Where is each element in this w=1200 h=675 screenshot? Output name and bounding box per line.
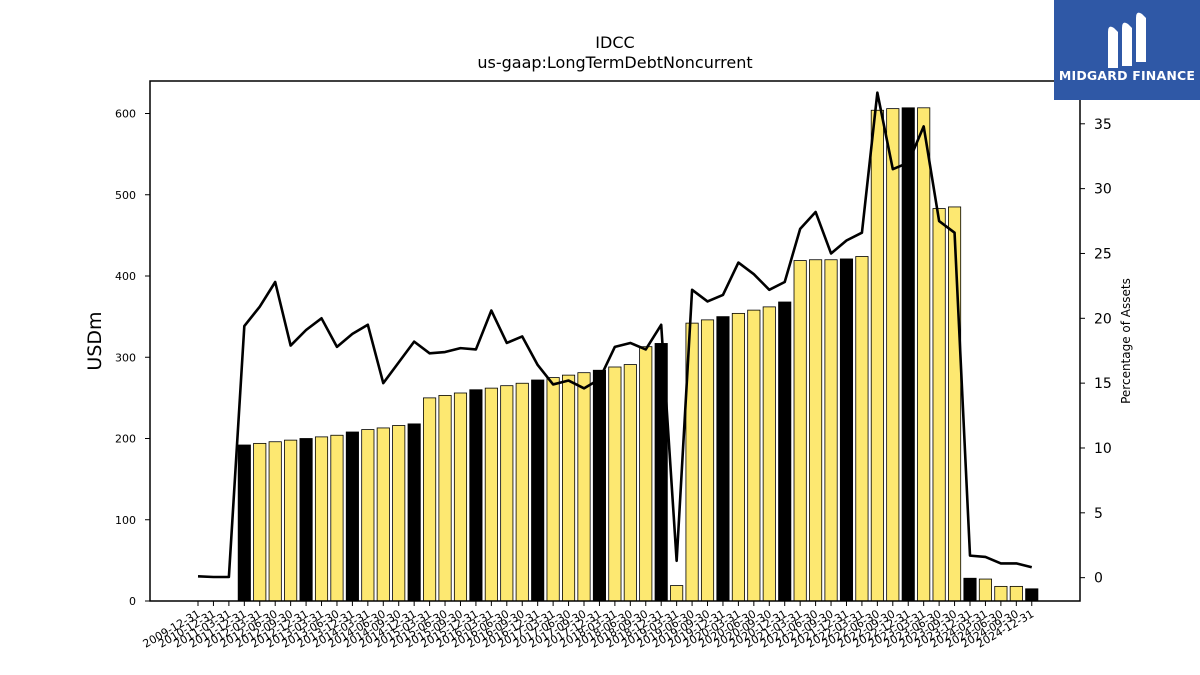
- bar: [963, 577, 977, 602]
- bar: [500, 385, 514, 602]
- y-tick-label: 500: [115, 189, 136, 202]
- bar: [1025, 588, 1039, 602]
- bar: [361, 429, 375, 602]
- y-tick-label: 200: [115, 433, 136, 446]
- brand-name: MIDGARD FINANCE: [1058, 68, 1196, 83]
- bar: [731, 312, 745, 602]
- bar: [345, 431, 359, 602]
- bar: [839, 258, 854, 602]
- y-tick-label: 0: [129, 595, 136, 608]
- chart-subtitle: us-gaap:LongTermDebtNoncurrent: [477, 53, 752, 72]
- bar: [855, 256, 869, 602]
- bar: [623, 364, 637, 602]
- midgard-logo-icon: [1108, 12, 1146, 69]
- bar: [932, 208, 946, 602]
- bar: [901, 107, 915, 602]
- y-tick-label: 300: [115, 351, 136, 364]
- y2-tick-label: 15: [1094, 376, 1112, 392]
- bar: [700, 319, 715, 602]
- x-axis: 2009-12-312010-12-312011-03-312011-12-31…: [141, 601, 1036, 651]
- bar: [515, 382, 529, 602]
- bar: [469, 389, 483, 602]
- bar: [762, 306, 776, 602]
- bars-layer: [237, 107, 1039, 602]
- bar: [376, 427, 390, 602]
- bar: [423, 397, 437, 602]
- y-axis-label: USDm: [84, 311, 106, 370]
- y2-tick-label: 5: [1094, 506, 1103, 522]
- bar: [453, 392, 468, 602]
- y2-axis-label: Percentage of Assets: [1119, 278, 1133, 404]
- series-line: [197, 91, 1033, 579]
- bar: [1009, 585, 1023, 602]
- bar: [670, 585, 684, 602]
- bar: [531, 379, 545, 602]
- bar: [978, 578, 992, 602]
- bar: [237, 444, 251, 602]
- y2-tick-label: 35: [1094, 117, 1112, 133]
- brand-logo: MIDGARD FINANCE: [1054, 0, 1200, 100]
- bar: [994, 585, 1008, 602]
- line-layer: [197, 91, 1033, 579]
- bar: [824, 259, 838, 602]
- bar: [407, 423, 421, 602]
- bar: [948, 206, 962, 602]
- bar: [484, 387, 498, 602]
- bar: [253, 442, 267, 602]
- bar: [438, 395, 452, 602]
- y2-tick-label: 0: [1094, 571, 1103, 587]
- y-axis-left: 0 100 200 300 400 500 600: [115, 108, 150, 608]
- bar: [546, 377, 560, 602]
- bar: [778, 301, 792, 602]
- bar: [608, 366, 622, 602]
- bar: [809, 259, 823, 602]
- bar: [639, 346, 653, 602]
- y-tick-label: 600: [115, 108, 136, 121]
- bar: [886, 108, 900, 602]
- bar: [793, 260, 807, 602]
- bar: [917, 107, 931, 602]
- chart-title: IDCC: [595, 33, 634, 52]
- bar: [870, 109, 884, 602]
- bar: [299, 438, 313, 602]
- bar: [577, 372, 591, 602]
- bar: [562, 374, 576, 602]
- bar: [284, 439, 298, 602]
- bar: [392, 425, 406, 602]
- y-axis-right: 0 5 10 15 20 25 30 35: [1080, 117, 1112, 587]
- bar: [330, 434, 344, 602]
- y-tick-label: 400: [115, 270, 136, 283]
- y-tick-label: 100: [115, 514, 136, 527]
- bar: [716, 316, 730, 602]
- y2-tick-label: 10: [1094, 441, 1112, 457]
- bar: [747, 309, 761, 602]
- bar: [592, 369, 606, 602]
- y2-tick-label: 30: [1094, 182, 1112, 198]
- y2-tick-label: 25: [1094, 246, 1112, 262]
- bar: [268, 441, 282, 602]
- y2-tick-label: 20: [1094, 311, 1112, 327]
- bar: [314, 436, 329, 602]
